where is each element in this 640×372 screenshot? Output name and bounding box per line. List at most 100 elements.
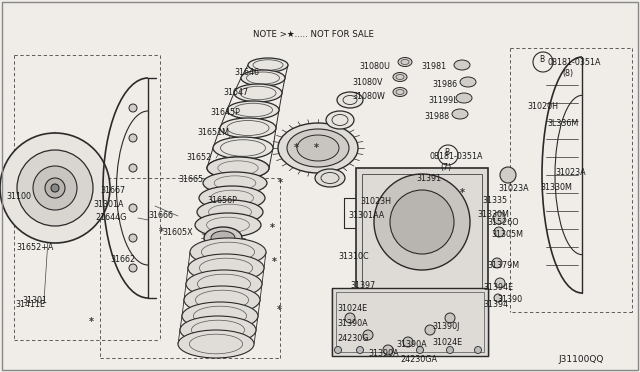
Circle shape xyxy=(51,184,59,192)
Circle shape xyxy=(494,227,504,237)
Circle shape xyxy=(417,346,424,353)
Text: 31981: 31981 xyxy=(421,62,446,71)
Circle shape xyxy=(129,234,137,242)
Text: 31335: 31335 xyxy=(482,196,507,205)
Text: 31330M: 31330M xyxy=(540,183,572,192)
Ellipse shape xyxy=(207,157,269,179)
Circle shape xyxy=(492,258,502,268)
Circle shape xyxy=(129,164,137,172)
Text: *: * xyxy=(278,178,282,188)
Ellipse shape xyxy=(326,111,354,129)
Circle shape xyxy=(335,346,342,353)
Text: 31397: 31397 xyxy=(350,281,375,290)
Ellipse shape xyxy=(241,70,285,86)
Text: 31080U: 31080U xyxy=(359,62,390,71)
Text: 31330M: 31330M xyxy=(477,210,509,219)
Circle shape xyxy=(390,190,454,254)
Text: 21644G: 21644G xyxy=(95,213,126,222)
Circle shape xyxy=(129,204,137,212)
Circle shape xyxy=(129,134,137,142)
Circle shape xyxy=(494,294,502,302)
Text: NOTE >★..... NOT FOR SALE: NOTE >★..... NOT FOR SALE xyxy=(253,30,374,39)
Text: (7): (7) xyxy=(440,163,451,172)
Text: *: * xyxy=(159,227,163,237)
Ellipse shape xyxy=(398,58,412,67)
Text: 31390J: 31390J xyxy=(432,322,460,331)
Text: *: * xyxy=(314,143,319,153)
Text: 31651M: 31651M xyxy=(197,128,229,137)
Text: *: * xyxy=(294,143,298,153)
Circle shape xyxy=(345,313,355,323)
Bar xyxy=(332,288,488,356)
Ellipse shape xyxy=(234,84,282,102)
Circle shape xyxy=(500,167,516,183)
Ellipse shape xyxy=(297,135,339,161)
Ellipse shape xyxy=(188,254,264,282)
Text: 31080V: 31080V xyxy=(352,78,383,87)
Text: 08181-0351A: 08181-0351A xyxy=(548,58,602,67)
Ellipse shape xyxy=(178,330,254,358)
Circle shape xyxy=(425,325,435,335)
Ellipse shape xyxy=(207,157,269,179)
Text: 31379M: 31379M xyxy=(487,261,519,270)
Ellipse shape xyxy=(186,270,262,298)
Ellipse shape xyxy=(184,286,260,314)
Text: 31988: 31988 xyxy=(424,112,449,121)
Circle shape xyxy=(387,346,394,353)
Ellipse shape xyxy=(315,169,345,187)
Text: 31667: 31667 xyxy=(100,186,125,195)
Ellipse shape xyxy=(203,172,267,194)
Text: 31390A: 31390A xyxy=(337,319,367,328)
Text: 31647: 31647 xyxy=(223,88,248,97)
Text: B: B xyxy=(539,55,544,64)
Text: 31023H: 31023H xyxy=(360,197,391,206)
Text: 3L336M: 3L336M xyxy=(547,119,579,128)
Ellipse shape xyxy=(337,92,363,108)
Ellipse shape xyxy=(452,109,468,119)
Ellipse shape xyxy=(460,77,476,87)
Text: 31080W: 31080W xyxy=(352,92,385,101)
Circle shape xyxy=(356,346,364,353)
Text: 31665: 31665 xyxy=(178,175,203,184)
Text: J31100QQ: J31100QQ xyxy=(558,355,604,364)
Text: 31986: 31986 xyxy=(432,80,457,89)
Circle shape xyxy=(495,278,505,288)
Circle shape xyxy=(363,330,373,340)
Text: 31390A: 31390A xyxy=(396,340,427,349)
Text: 31394E: 31394E xyxy=(483,283,513,292)
Bar xyxy=(362,174,482,310)
Circle shape xyxy=(129,264,137,272)
Circle shape xyxy=(383,345,393,355)
Text: 31666: 31666 xyxy=(148,211,173,220)
Text: 31526O: 31526O xyxy=(487,218,518,227)
Text: 31023A: 31023A xyxy=(498,184,529,193)
Ellipse shape xyxy=(248,58,288,72)
Text: 31390: 31390 xyxy=(497,295,522,304)
Text: B: B xyxy=(444,148,449,157)
Circle shape xyxy=(17,150,93,226)
Ellipse shape xyxy=(213,137,273,159)
Text: 31645P: 31645P xyxy=(210,108,240,117)
Circle shape xyxy=(374,174,470,270)
Text: 31656P: 31656P xyxy=(207,196,237,205)
Circle shape xyxy=(445,313,455,323)
Ellipse shape xyxy=(211,231,235,245)
Ellipse shape xyxy=(190,238,266,266)
Ellipse shape xyxy=(182,302,258,330)
Ellipse shape xyxy=(199,186,265,210)
Text: 31305M: 31305M xyxy=(491,230,523,239)
Text: 31100: 31100 xyxy=(6,192,31,201)
Text: *: * xyxy=(88,317,93,327)
Ellipse shape xyxy=(454,60,470,70)
Text: *: * xyxy=(271,257,276,267)
Circle shape xyxy=(33,166,77,210)
Text: 08181-0351A: 08181-0351A xyxy=(430,152,483,161)
Text: 31646: 31646 xyxy=(234,68,259,77)
Text: 31662: 31662 xyxy=(110,255,135,264)
Bar xyxy=(336,292,484,352)
Text: 31390A: 31390A xyxy=(368,349,399,358)
Text: 24230G: 24230G xyxy=(337,334,369,343)
Text: 31023A: 31023A xyxy=(555,168,586,177)
Bar xyxy=(356,168,488,316)
Text: (8): (8) xyxy=(562,69,573,78)
